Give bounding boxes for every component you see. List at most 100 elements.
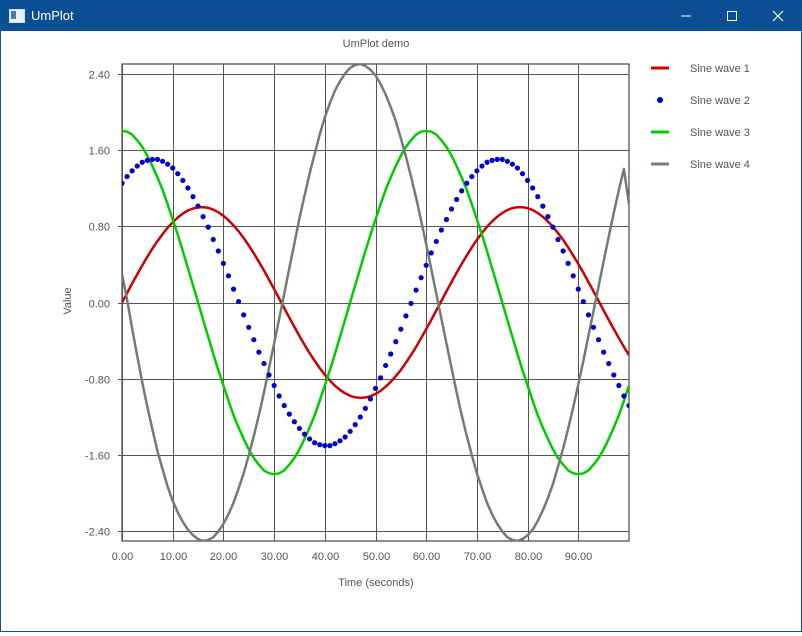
data-point <box>611 372 617 378</box>
chart-title: UmPlot demo <box>343 38 410 50</box>
data-point <box>393 339 399 345</box>
data-point <box>550 224 556 230</box>
data-point <box>372 385 379 391</box>
data-point <box>595 337 602 343</box>
data-point <box>165 161 171 167</box>
series-3 <box>122 129 629 476</box>
data-point <box>489 157 495 163</box>
x-tick-label: 60.00 <box>413 551 441 563</box>
grid <box>118 63 630 542</box>
data-point <box>555 236 561 243</box>
data-point <box>575 286 581 292</box>
data-point <box>474 168 480 174</box>
data-point <box>175 171 181 177</box>
data-point <box>195 203 201 209</box>
data-point <box>276 393 282 399</box>
data-point <box>352 422 358 428</box>
data-point <box>190 194 196 200</box>
data-point <box>484 159 490 165</box>
data-point <box>210 236 216 243</box>
data-point <box>312 440 318 446</box>
data-point <box>332 441 338 447</box>
data-point <box>129 168 135 174</box>
data-point <box>525 177 531 183</box>
data-point <box>347 428 353 434</box>
x-axis-label: Time (seconds) <box>338 577 413 589</box>
data-point <box>230 286 237 292</box>
data-point <box>459 188 465 194</box>
data-point <box>509 161 515 167</box>
data-point <box>154 156 161 162</box>
x-tick-label: 10.00 <box>160 551 188 563</box>
minimize-icon <box>681 15 691 17</box>
plot-frame <box>121 63 630 542</box>
data-point <box>241 312 247 318</box>
data-point <box>337 438 343 444</box>
data-point <box>139 159 145 165</box>
window-title: UmPlot <box>31 8 74 23</box>
data-point <box>499 156 505 162</box>
data-point <box>590 324 597 330</box>
data-point <box>443 216 450 223</box>
close-button[interactable] <box>755 1 801 31</box>
series-line <box>122 205 629 400</box>
data-point <box>388 351 394 357</box>
data-point <box>317 442 323 448</box>
data-point <box>585 312 592 318</box>
data-point <box>291 419 297 425</box>
data-point <box>514 165 521 171</box>
legend-item[interactable]: Sine wave 1 <box>651 63 750 75</box>
data-point <box>322 443 328 449</box>
data-point <box>342 434 348 440</box>
data-point <box>580 298 586 305</box>
data-point <box>469 173 475 180</box>
y-tick-label: 0.80 <box>89 222 110 234</box>
data-point <box>530 185 536 191</box>
legend-item[interactable]: Sine wave 4 <box>651 159 750 171</box>
data-point <box>170 165 176 171</box>
data-point <box>225 273 232 279</box>
data-point <box>433 238 439 245</box>
data-point <box>464 180 470 186</box>
legend-item[interactable]: Sine wave 3 <box>651 127 750 139</box>
data-point <box>144 157 150 163</box>
data-point <box>403 313 409 319</box>
minimize-button[interactable] <box>663 1 709 31</box>
data-point <box>220 260 226 266</box>
data-point <box>540 203 546 209</box>
maximize-icon <box>727 11 737 21</box>
legend-item[interactable]: Sine wave 2 <box>657 95 750 107</box>
series-1 <box>122 205 629 400</box>
axis-ticks: 0.00 10.00 20.00 30.00 40.00 50.00 60.00 70.00 8… <box>85 70 592 564</box>
data-point <box>535 194 541 200</box>
x-tick-label: 70.00 <box>464 551 492 563</box>
y-tick-label: 1.60 <box>89 146 110 158</box>
data-point <box>296 425 303 432</box>
series-line <box>122 129 629 476</box>
maximize-button[interactable] <box>709 1 755 31</box>
legend-label: Sine wave 1 <box>690 63 750 75</box>
data-point <box>256 349 262 355</box>
chart[interactable]: UmPlot demo Time (seconds) Value 0.00 10.… <box>1 31 801 631</box>
data-point <box>413 287 419 293</box>
data-point <box>124 173 130 180</box>
x-tick-label: 80.00 <box>515 551 543 563</box>
data-point <box>266 372 272 378</box>
x-tick-label: 40.00 <box>312 551 340 563</box>
data-point <box>565 260 571 266</box>
y-axis-label: Value <box>62 287 74 314</box>
data-point <box>560 248 566 254</box>
legend-marker <box>657 97 663 103</box>
data-point <box>454 196 460 203</box>
legend-label: Sine wave 2 <box>690 95 750 107</box>
data-point <box>246 324 252 330</box>
data-point <box>261 360 267 367</box>
title-bar[interactable]: UmPlot <box>1 1 801 31</box>
data-point <box>423 262 429 268</box>
series-line <box>122 64 629 541</box>
data-point <box>301 431 308 437</box>
data-point <box>601 349 607 355</box>
y-tick-label: -0.80 <box>85 375 110 387</box>
data-point <box>377 375 384 381</box>
